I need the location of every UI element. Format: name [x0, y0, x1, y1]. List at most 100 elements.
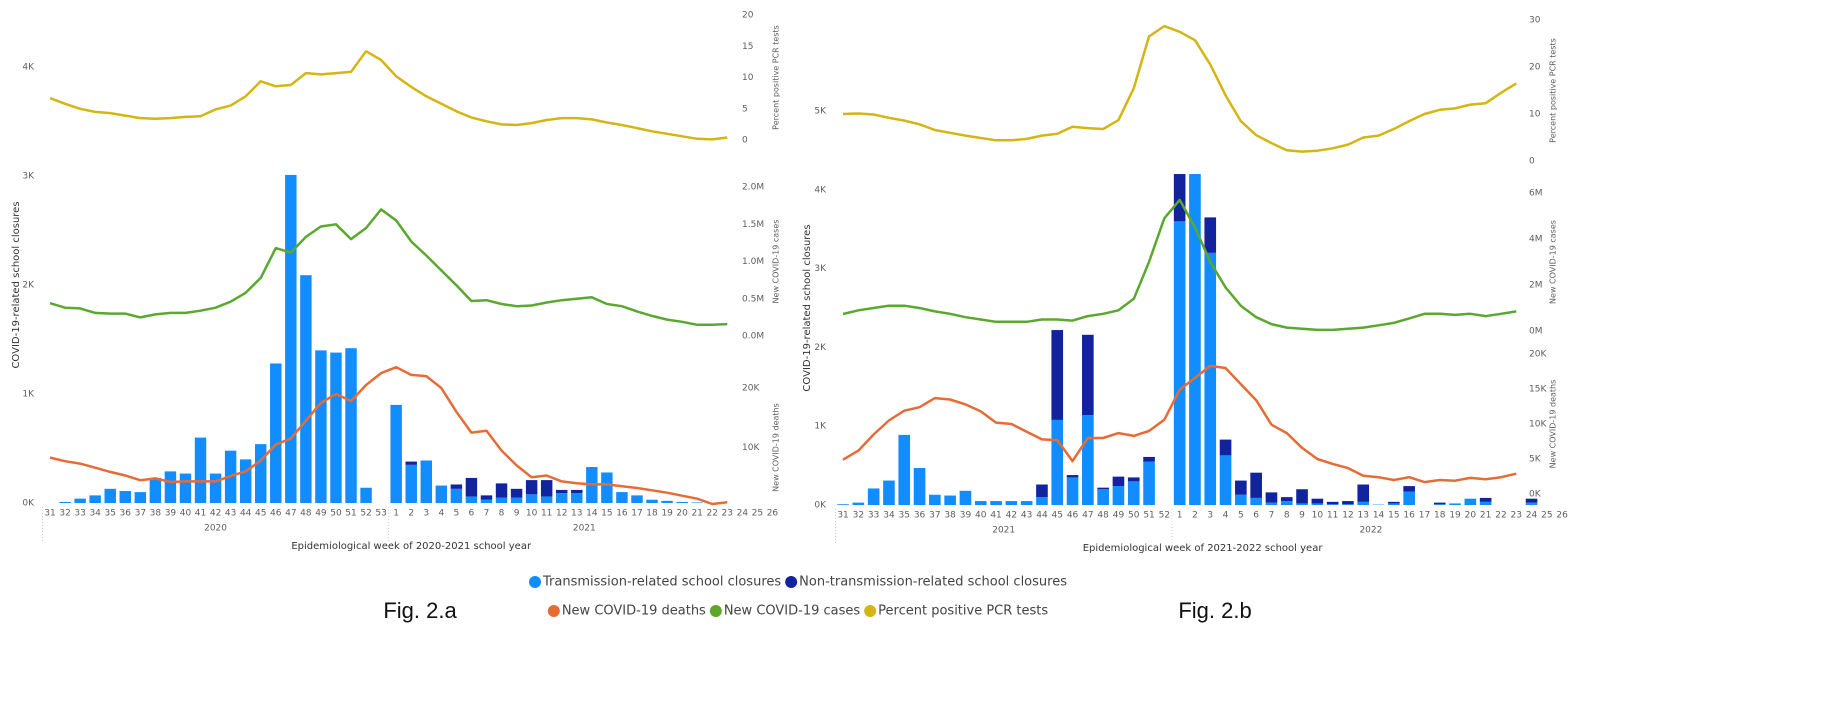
right-tick-label: 20 [742, 11, 754, 21]
line [49, 365, 728, 506]
line [49, 208, 728, 327]
bar [1280, 497, 1293, 502]
x-tick-label: 19 [661, 509, 673, 519]
x-tick-label: 40 [180, 509, 192, 519]
x-tick-label: 25 [752, 509, 763, 519]
x-tick-label: 24 [1526, 511, 1538, 521]
bar [1204, 217, 1217, 253]
x-tick-label: 8 [499, 509, 505, 519]
x-tick-label: 51 [345, 509, 356, 519]
x-tick-label: 1 [1177, 511, 1183, 521]
legend-marker [709, 605, 722, 617]
x-tick-label: 2 [408, 509, 414, 519]
x-tick-label: 39 [960, 511, 972, 521]
x-tick-label: 22 [1495, 511, 1506, 521]
x-tick-label: 15 [601, 509, 612, 519]
x-tick-label: 37 [135, 509, 146, 519]
right-axis-title: Percent positive PCR tests [772, 25, 781, 130]
x-tick-label: 21 [691, 509, 702, 519]
bar [525, 480, 538, 495]
x-axis-title: Epidemiological week of 2020-2021 school… [291, 541, 532, 552]
bar [89, 495, 101, 503]
bar [1066, 477, 1079, 505]
x-group-label: 2020 [204, 524, 227, 534]
x-tick-label: 4 [438, 509, 444, 519]
bar [1326, 501, 1339, 505]
x-group-label: 2022 [1359, 526, 1382, 536]
bar [1005, 501, 1018, 505]
x-tick-label: 51 [1143, 511, 1154, 521]
bar [1189, 174, 1201, 506]
x-group-label: 2021 [573, 524, 596, 534]
x-tick-label: 7 [484, 509, 490, 519]
bar [601, 472, 613, 503]
x-tick-label: 15 [1388, 511, 1399, 521]
x-tick-label: 13 [571, 509, 582, 519]
x-tick-label: 20 [1465, 511, 1477, 521]
bar [1066, 475, 1079, 478]
bar [556, 493, 568, 503]
line [49, 50, 728, 141]
bar [852, 502, 865, 505]
bar [1143, 456, 1155, 462]
bar [465, 496, 478, 503]
x-tick-label: 16 [616, 509, 628, 519]
x-tick-label: 43 [225, 509, 236, 519]
bar [270, 363, 282, 503]
x-tick-label: 14 [586, 509, 598, 519]
x-tick-label: 20 [676, 509, 688, 519]
x-tick-label: 5 [454, 509, 460, 519]
x-tick-label: 49 [315, 509, 327, 519]
right-tick-label: 20K [742, 384, 760, 394]
legend-marker [547, 605, 560, 617]
right-tick-label: 2.0M [742, 183, 764, 193]
bar [450, 484, 463, 489]
bar [59, 501, 71, 503]
x-tick-label: 38 [944, 511, 956, 521]
right-tick-label: 15 [742, 42, 753, 52]
x-tick-label: 1 [393, 509, 399, 519]
y-tick-label: 3K [22, 172, 35, 182]
bar [974, 501, 987, 505]
bar [1112, 476, 1125, 487]
y-tick-label: 1K [22, 390, 35, 400]
x-tick-label: 50 [330, 509, 342, 519]
y-tick-label: 3K [814, 264, 827, 274]
right-tick-label: 0.0M [742, 332, 764, 342]
bar [495, 483, 508, 498]
x-tick-label: 45 [255, 509, 266, 519]
bar [1357, 501, 1370, 505]
right-tick-label: 1.5M [742, 220, 764, 230]
bar [1296, 503, 1308, 505]
x-tick-label: 49 [1113, 511, 1125, 521]
bar [405, 464, 417, 503]
bar [1311, 498, 1324, 504]
x-tick-label: 44 [1036, 511, 1048, 521]
bar [345, 348, 357, 503]
bar [360, 487, 372, 503]
bar [285, 174, 297, 503]
x-tick-label: 21 [1480, 511, 1491, 521]
bar [571, 493, 583, 503]
bar [867, 488, 880, 505]
bar [450, 488, 463, 503]
bar [913, 467, 926, 505]
legend-label: Percent positive PCR tests [878, 604, 1048, 619]
y-tick-label: 2K [22, 281, 35, 291]
bar [405, 461, 417, 465]
x-tick-label: 38 [150, 509, 162, 519]
x-tick-label: 33 [74, 509, 85, 519]
x-tick-label: 47 [1082, 511, 1093, 521]
bar [179, 473, 192, 503]
x-tick-label: 52 [1159, 511, 1170, 521]
bar [1403, 486, 1415, 492]
right-axis-title: New COVID-19 cases [1549, 220, 1558, 304]
bar [1051, 419, 1064, 505]
right-axis-title: Percent positive PCR tests [1549, 38, 1558, 143]
bar [149, 477, 162, 503]
x-tick-label: 46 [270, 509, 282, 519]
bar [1433, 502, 1446, 505]
line [842, 198, 1517, 332]
right-tick-label: 0.5M [742, 294, 764, 304]
